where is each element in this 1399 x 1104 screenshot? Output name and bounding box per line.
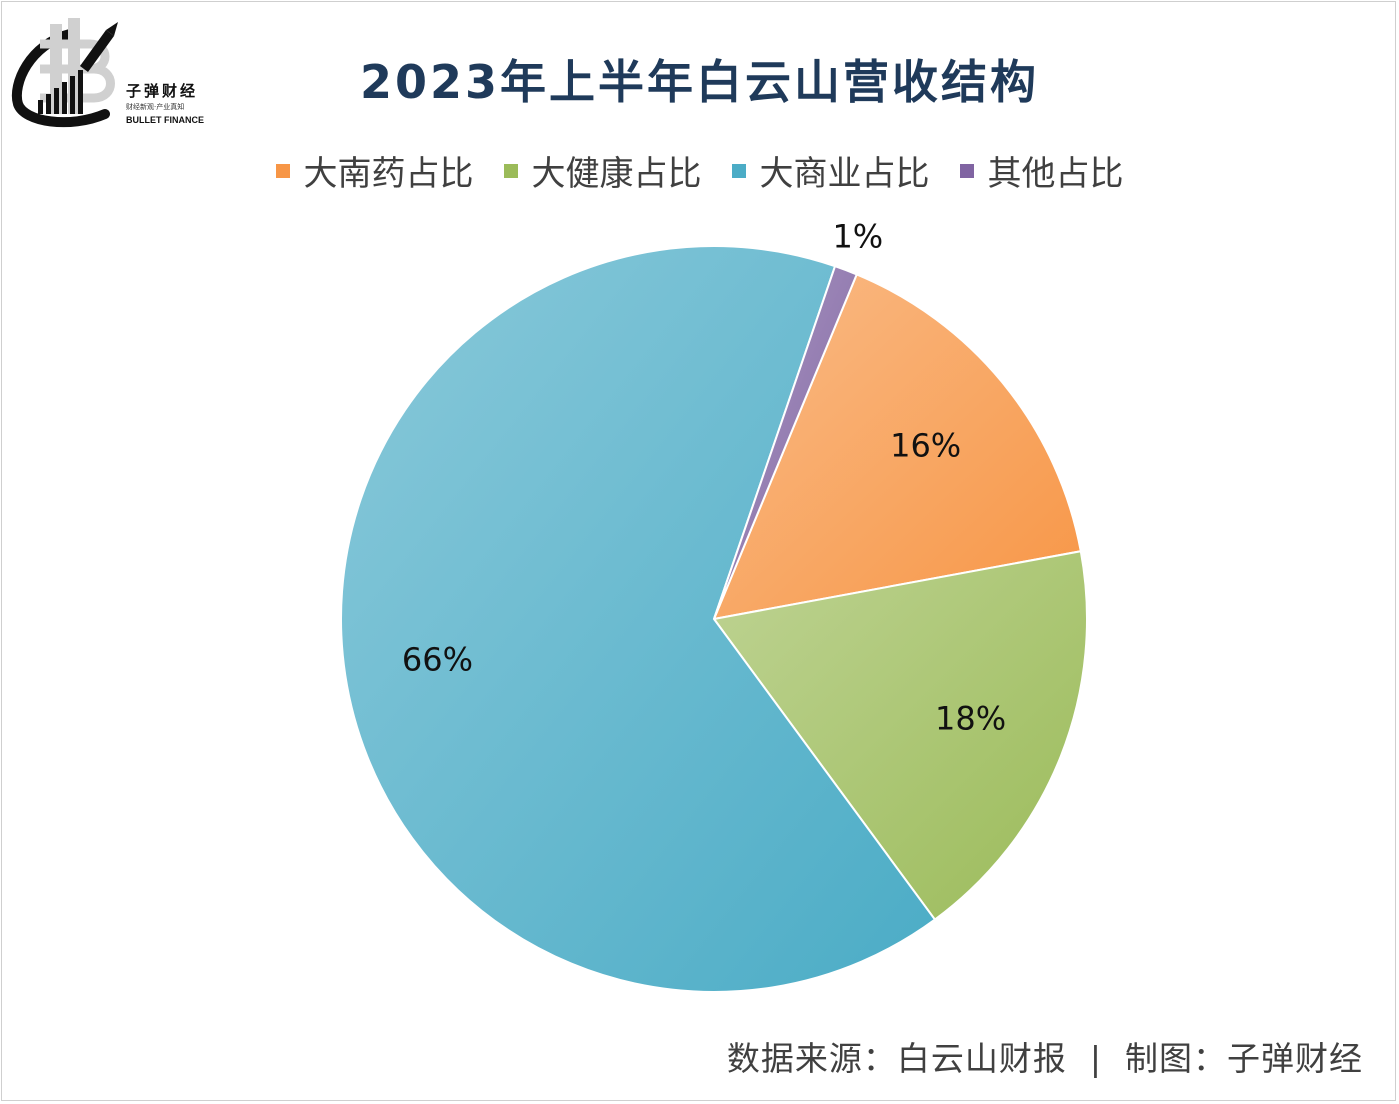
legend-label: 大健康占比 [531, 154, 702, 194]
legend-swatch [503, 163, 518, 178]
pie-slice [712, 273, 1082, 621]
legend-item: 大商业占比 [731, 146, 930, 195]
data-label: 18% [935, 700, 1006, 738]
legend-item: 大健康占比 [503, 146, 702, 195]
chart-title: 2023年上半年白云山营收结构 [359, 55, 1040, 109]
legend-swatch [959, 163, 974, 178]
legend-swatch [275, 163, 290, 178]
pie-slices [340, 245, 1088, 993]
legend-label: 其他占比 [987, 154, 1124, 194]
legend-label: 大商业占比 [759, 154, 930, 194]
legend-swatch [731, 163, 746, 178]
data-label: 66% [402, 640, 473, 678]
logo-name: 子弹财经 [126, 82, 199, 100]
data-label: 16% [890, 427, 961, 465]
bitcoin-bullet-icon [11, 18, 118, 128]
brand-logo: 子弹财经 财经新观·产业真知 BULLET FINANCE [10, 14, 210, 129]
logo-slogan: 财经新观·产业真知 [126, 103, 185, 111]
logo-english-name: BULLET FINANCE [126, 115, 204, 125]
data-source-note: 数据来源：白云山财报 | 制图：子弹财经 [726, 1039, 1363, 1078]
data-label: 1% [832, 218, 883, 256]
pie-labels: 16% 18% 66% 1% [402, 218, 1006, 738]
legend-label: 大南药占比 [303, 154, 474, 194]
legend-item: 其他占比 [959, 146, 1124, 195]
legend-item: 大南药占比 [275, 146, 474, 195]
pie-slice [712, 550, 1088, 921]
pie-slice [713, 264, 859, 620]
chart-legend: 大南药占比 大健康占比 大商业占比 其他占比 [0, 146, 1399, 195]
pie-slice [340, 245, 937, 993]
